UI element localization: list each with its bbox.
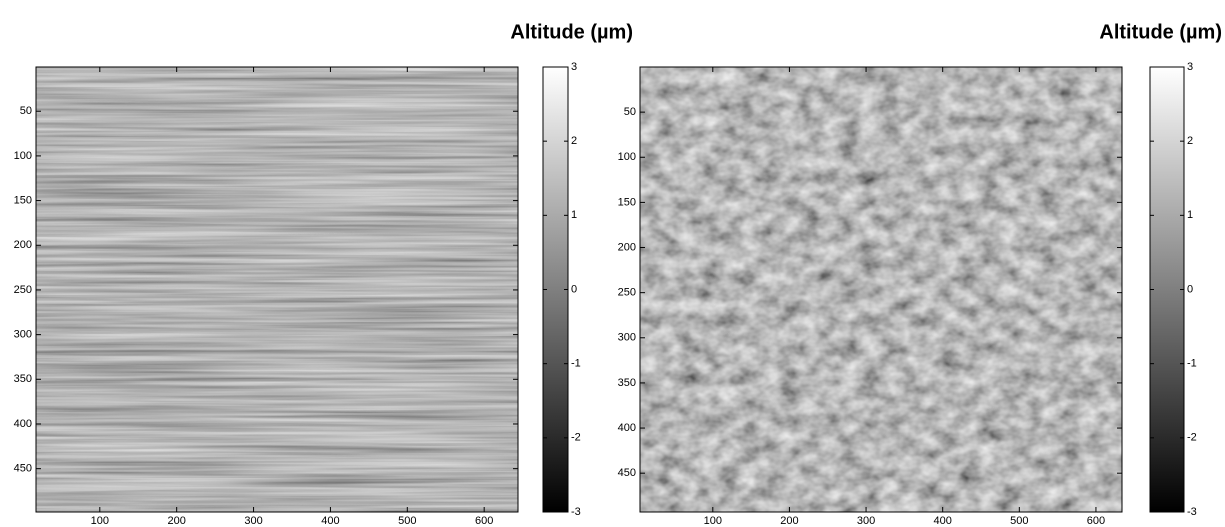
y-tick-label: 50 [624,106,636,118]
colorbar-label: Altitude (µm) [1099,21,1222,43]
y-tick-label: 300 [618,332,636,344]
x-tick-label: 100 [91,515,109,527]
x-tick-label: 600 [475,515,493,527]
colorbar-tick-label: -2 [571,432,581,444]
y-tick-label: 50 [20,105,32,117]
colorbar-tick-label: -3 [571,506,581,518]
colorbar-tick-label: -2 [1187,432,1197,444]
y-tick-label: 200 [14,239,32,251]
height-map [640,67,1122,512]
x-tick-label: 500 [1010,515,1028,527]
y-tick-label: 400 [618,422,636,434]
y-tick-label: 350 [14,373,32,385]
colorbar-tick-label: -1 [571,358,581,370]
y-tick-label: 100 [14,150,32,162]
y-tick-label: 250 [14,284,32,296]
x-tick-label: 400 [321,515,339,527]
y-tick-label: 450 [14,463,32,475]
x-tick-label: 300 [857,515,875,527]
y-tick-label: 300 [14,329,32,341]
colorbar-tick-label: 2 [1187,135,1193,147]
colorbar-tick-label: -3 [1187,506,1197,518]
colorbar-tick-label: 2 [571,135,577,147]
colorbar-tick-label: 3 [571,61,577,73]
colorbar-tick-label: 1 [1187,209,1193,221]
y-tick-label: 200 [618,241,636,253]
colorbar [1149,66,1185,513]
x-tick-label: 200 [167,515,185,527]
colorbar-tick-label: 1 [571,209,577,221]
x-tick-label: 100 [704,515,722,527]
y-tick-label: 350 [618,377,636,389]
height-map [36,67,518,512]
x-tick-label: 200 [780,515,798,527]
plot-frame [639,66,1123,513]
colorbar-tick-label: 0 [1187,283,1193,295]
colorbar-tick-label: 0 [571,283,577,295]
colorbar-tick-label: 3 [1187,61,1193,73]
x-tick-label: 400 [934,515,952,527]
y-tick-label: 150 [618,196,636,208]
x-tick-label: 300 [244,515,262,527]
colorbar-tick-label: -1 [1187,358,1197,370]
y-tick-label: 250 [618,287,636,299]
colorbar-label: Altitude (µm) [510,21,633,43]
y-tick-label: 400 [14,418,32,430]
y-tick-label: 100 [618,151,636,163]
y-tick-label: 450 [618,467,636,479]
x-tick-label: 600 [1087,515,1105,527]
y-tick-label: 150 [14,194,32,206]
x-tick-label: 500 [398,515,416,527]
